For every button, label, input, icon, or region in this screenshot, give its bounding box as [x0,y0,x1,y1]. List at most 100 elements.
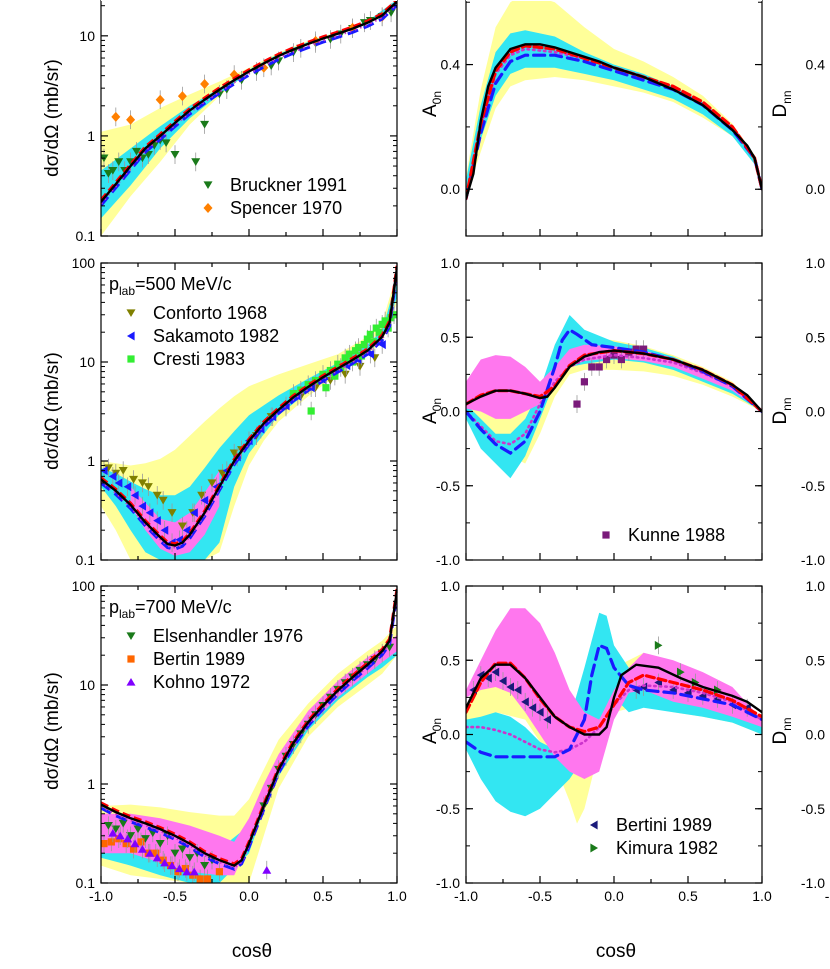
data-point [114,478,123,488]
data-point [307,407,315,415]
data-point [543,715,551,725]
data-point [189,867,199,876]
data-point [191,158,201,166]
x-tick-label: 1.0 [752,888,772,904]
xlabel-cs: cosθ [232,941,272,962]
data-point [111,825,121,834]
data-point [375,328,383,336]
curve-magenta [101,2,397,205]
band-cyan [466,612,762,817]
data-point [108,828,118,837]
x-tick-label: 0.0 [604,888,624,904]
y-tick-label: 1 [87,453,95,469]
legend-marker [127,655,135,663]
x-tick-label: 0.5 [313,888,333,904]
y-tick-label: 1.0 [806,255,826,271]
data-point [185,854,195,862]
momentum-label: plab=700 MeV/c [109,597,232,621]
y-tick-label: -1.0 [801,552,825,568]
data-point [595,363,603,371]
y-tick-label: 0.1 [76,875,96,891]
data-point [155,94,165,105]
data-point [177,91,187,102]
y-tick-label: 1 [87,128,95,144]
svg-text:Dnn: Dnn [770,397,794,424]
data-point [153,516,161,526]
data-point [145,849,155,857]
legend-label: Spencer 1970 [230,198,342,218]
data-point [137,838,145,846]
legend-marker [127,355,135,363]
legend-marker [203,203,213,213]
data-point [130,490,139,500]
data-point [118,466,128,475]
panel-depolarization-700: -1.0 -0.5 0.0 0.5 1.0 -1 [801,578,830,904]
data-point [103,464,113,473]
legend-label: Bruckner 1991 [230,175,347,195]
data-point [108,167,118,175]
y-tick-label: 0.4 [806,57,826,73]
legend-marker [126,632,136,641]
y-tick-label: -1.0 [436,552,460,568]
band-magenta [466,344,762,419]
data-point [363,335,371,343]
x-tick-label: -1 [825,888,830,904]
data-point [130,839,140,848]
y-tick-label: 0.5 [806,652,826,668]
data-point [114,158,124,166]
data-point [160,525,169,535]
data-point [331,372,339,380]
x-tick-label: -1.0 [89,888,113,904]
curve-blue [101,4,397,207]
band-yellow [466,0,762,196]
data-point [513,685,522,695]
ylabel-cs-700: dσ/dΩ (mb/sr) [42,672,63,790]
data-point [340,370,350,379]
data-point [341,354,349,362]
data-point [677,667,685,677]
legend-marker [126,677,136,686]
data-point [152,491,162,500]
panel-cross-section-300: 0.1 1 10 Bruckner 1991 Spencer 1970 [76,0,398,244]
legend-marker [126,309,136,318]
y-tick-label: 0.0 [806,404,826,420]
data-point [152,853,162,862]
data-point [103,822,113,830]
x-tick-label: -0.5 [528,888,552,904]
data-point [322,384,330,392]
data-point [108,471,117,481]
curve-black [466,43,762,200]
curve-blue [466,643,762,759]
panel-analyzing-power-700: -1.0 -0.5 0.0 0.5 1.0 -1.0 -0.5 0.0 0.5 1.0 Bertin… [436,578,772,904]
data-point [174,864,184,873]
y-tick-label: 1.0 [441,578,461,594]
legend-label: Kunne 1988 [628,525,725,545]
legend-label: Kimura 1982 [616,838,718,858]
data-point [170,151,180,159]
curve-red [466,661,762,734]
legend-label: Conforto 1968 [153,303,267,323]
data-point [103,170,113,178]
band-yellow [101,625,397,883]
data-point [181,864,189,873]
y-tick-label: 0.0 [441,727,461,743]
panel-depolarization-300: 0.0 0.4 [806,57,826,198]
data-point [573,400,581,408]
plot-area [466,608,762,824]
data-point [535,707,544,717]
ylabel-dnn-300: Dnn [770,90,794,117]
y-tick-label: 1.0 [806,578,826,594]
data-point [346,350,354,358]
data-point [126,832,136,840]
data-point [115,831,125,840]
panel-analyzing-power-300: 0.0 0.4 [441,0,763,237]
x-tick-label: -1.0 [454,888,478,904]
y-tick-label: -0.5 [436,801,460,817]
data-point [132,147,142,156]
legend-marker [203,181,213,190]
legend-marker [126,331,135,341]
data-point [190,508,198,518]
y-tick-label: 100 [72,255,96,271]
data-point [118,819,128,828]
